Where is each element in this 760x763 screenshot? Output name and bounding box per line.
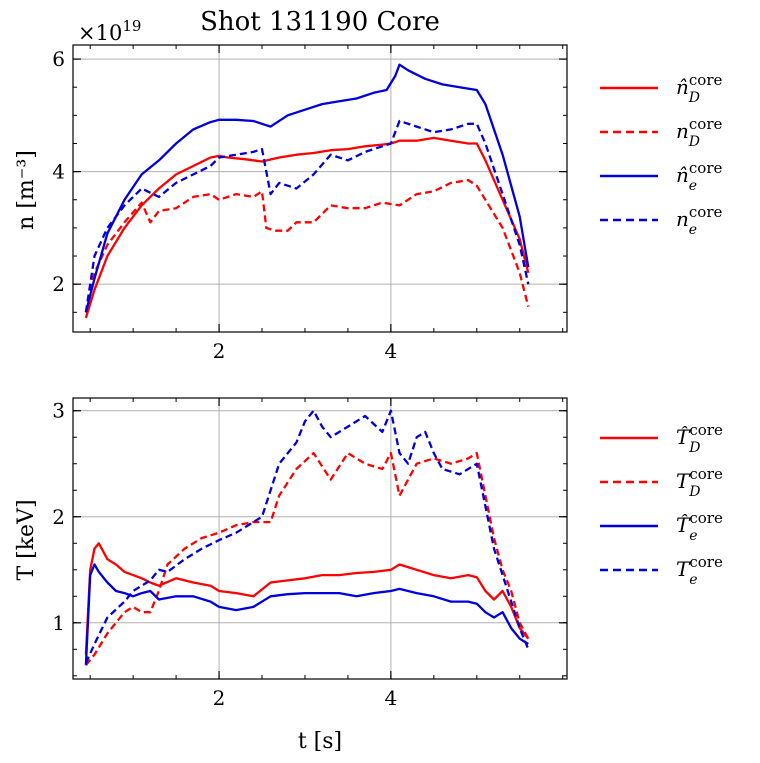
legend-label-1-2: T̂core e: [676, 509, 723, 544]
x-tick-label-0: 2: [213, 339, 226, 363]
legend-label-0-2: n̂core e: [676, 159, 722, 194]
series-line-1-3: [84, 409, 530, 664]
exponent-power: 19: [122, 17, 141, 35]
series-line-0-2: [84, 63, 530, 313]
y-tick-label-0: 2: [52, 272, 65, 296]
x-tick-label-1: 4: [385, 339, 398, 363]
legend-label-1-0: T̂core D: [676, 421, 723, 456]
x-tick-label-0: 2: [213, 686, 226, 710]
y-tick-label-0: 1: [52, 611, 65, 635]
legend-label-0-0: n̂core D: [676, 71, 722, 106]
temperature-legend: T̂core D Tcore D T̂core e Tcore e: [600, 421, 723, 588]
legend-label-0-1: ncore D: [676, 115, 722, 150]
series-line-1-2: [84, 563, 529, 666]
axes-frame: [72, 44, 568, 333]
exponent-label: ×1019: [78, 17, 141, 45]
y-axis-label-temperature: T [keV]: [14, 499, 39, 580]
legend-label-0-3: ncore e: [676, 203, 722, 238]
density-panel: 2 4 2 4 6: [52, 44, 568, 363]
legend-label-1-1: Tcore D: [676, 465, 723, 500]
y-tick-label-1: 4: [52, 160, 65, 184]
legend-label-1-3: Tcore e: [676, 553, 723, 588]
chart-title: Shot 131190 Core: [200, 7, 440, 37]
x-tick-label-1: 4: [385, 686, 398, 710]
series-line-1-0: [84, 542, 530, 655]
exponent-base: ×10: [78, 21, 122, 45]
series-line-0-0: [84, 136, 530, 319]
y-tick-label-2: 6: [52, 47, 65, 71]
y-tick-label-2: 3: [52, 399, 65, 423]
y-axis-label-density: n [m⁻³]: [14, 150, 39, 230]
y-tick-label-1: 2: [52, 505, 65, 529]
temperature-panel: 2 4 1 2 3: [52, 397, 568, 710]
series-line-0-1: [84, 178, 530, 313]
series-line-1-1: [85, 451, 530, 666]
x-axis-label: t [s]: [298, 729, 342, 754]
axes-frame: [72, 397, 568, 680]
series-line-0-3: [84, 119, 530, 313]
density-legend: n̂core D ncore D n̂core e ncore e: [600, 71, 722, 238]
